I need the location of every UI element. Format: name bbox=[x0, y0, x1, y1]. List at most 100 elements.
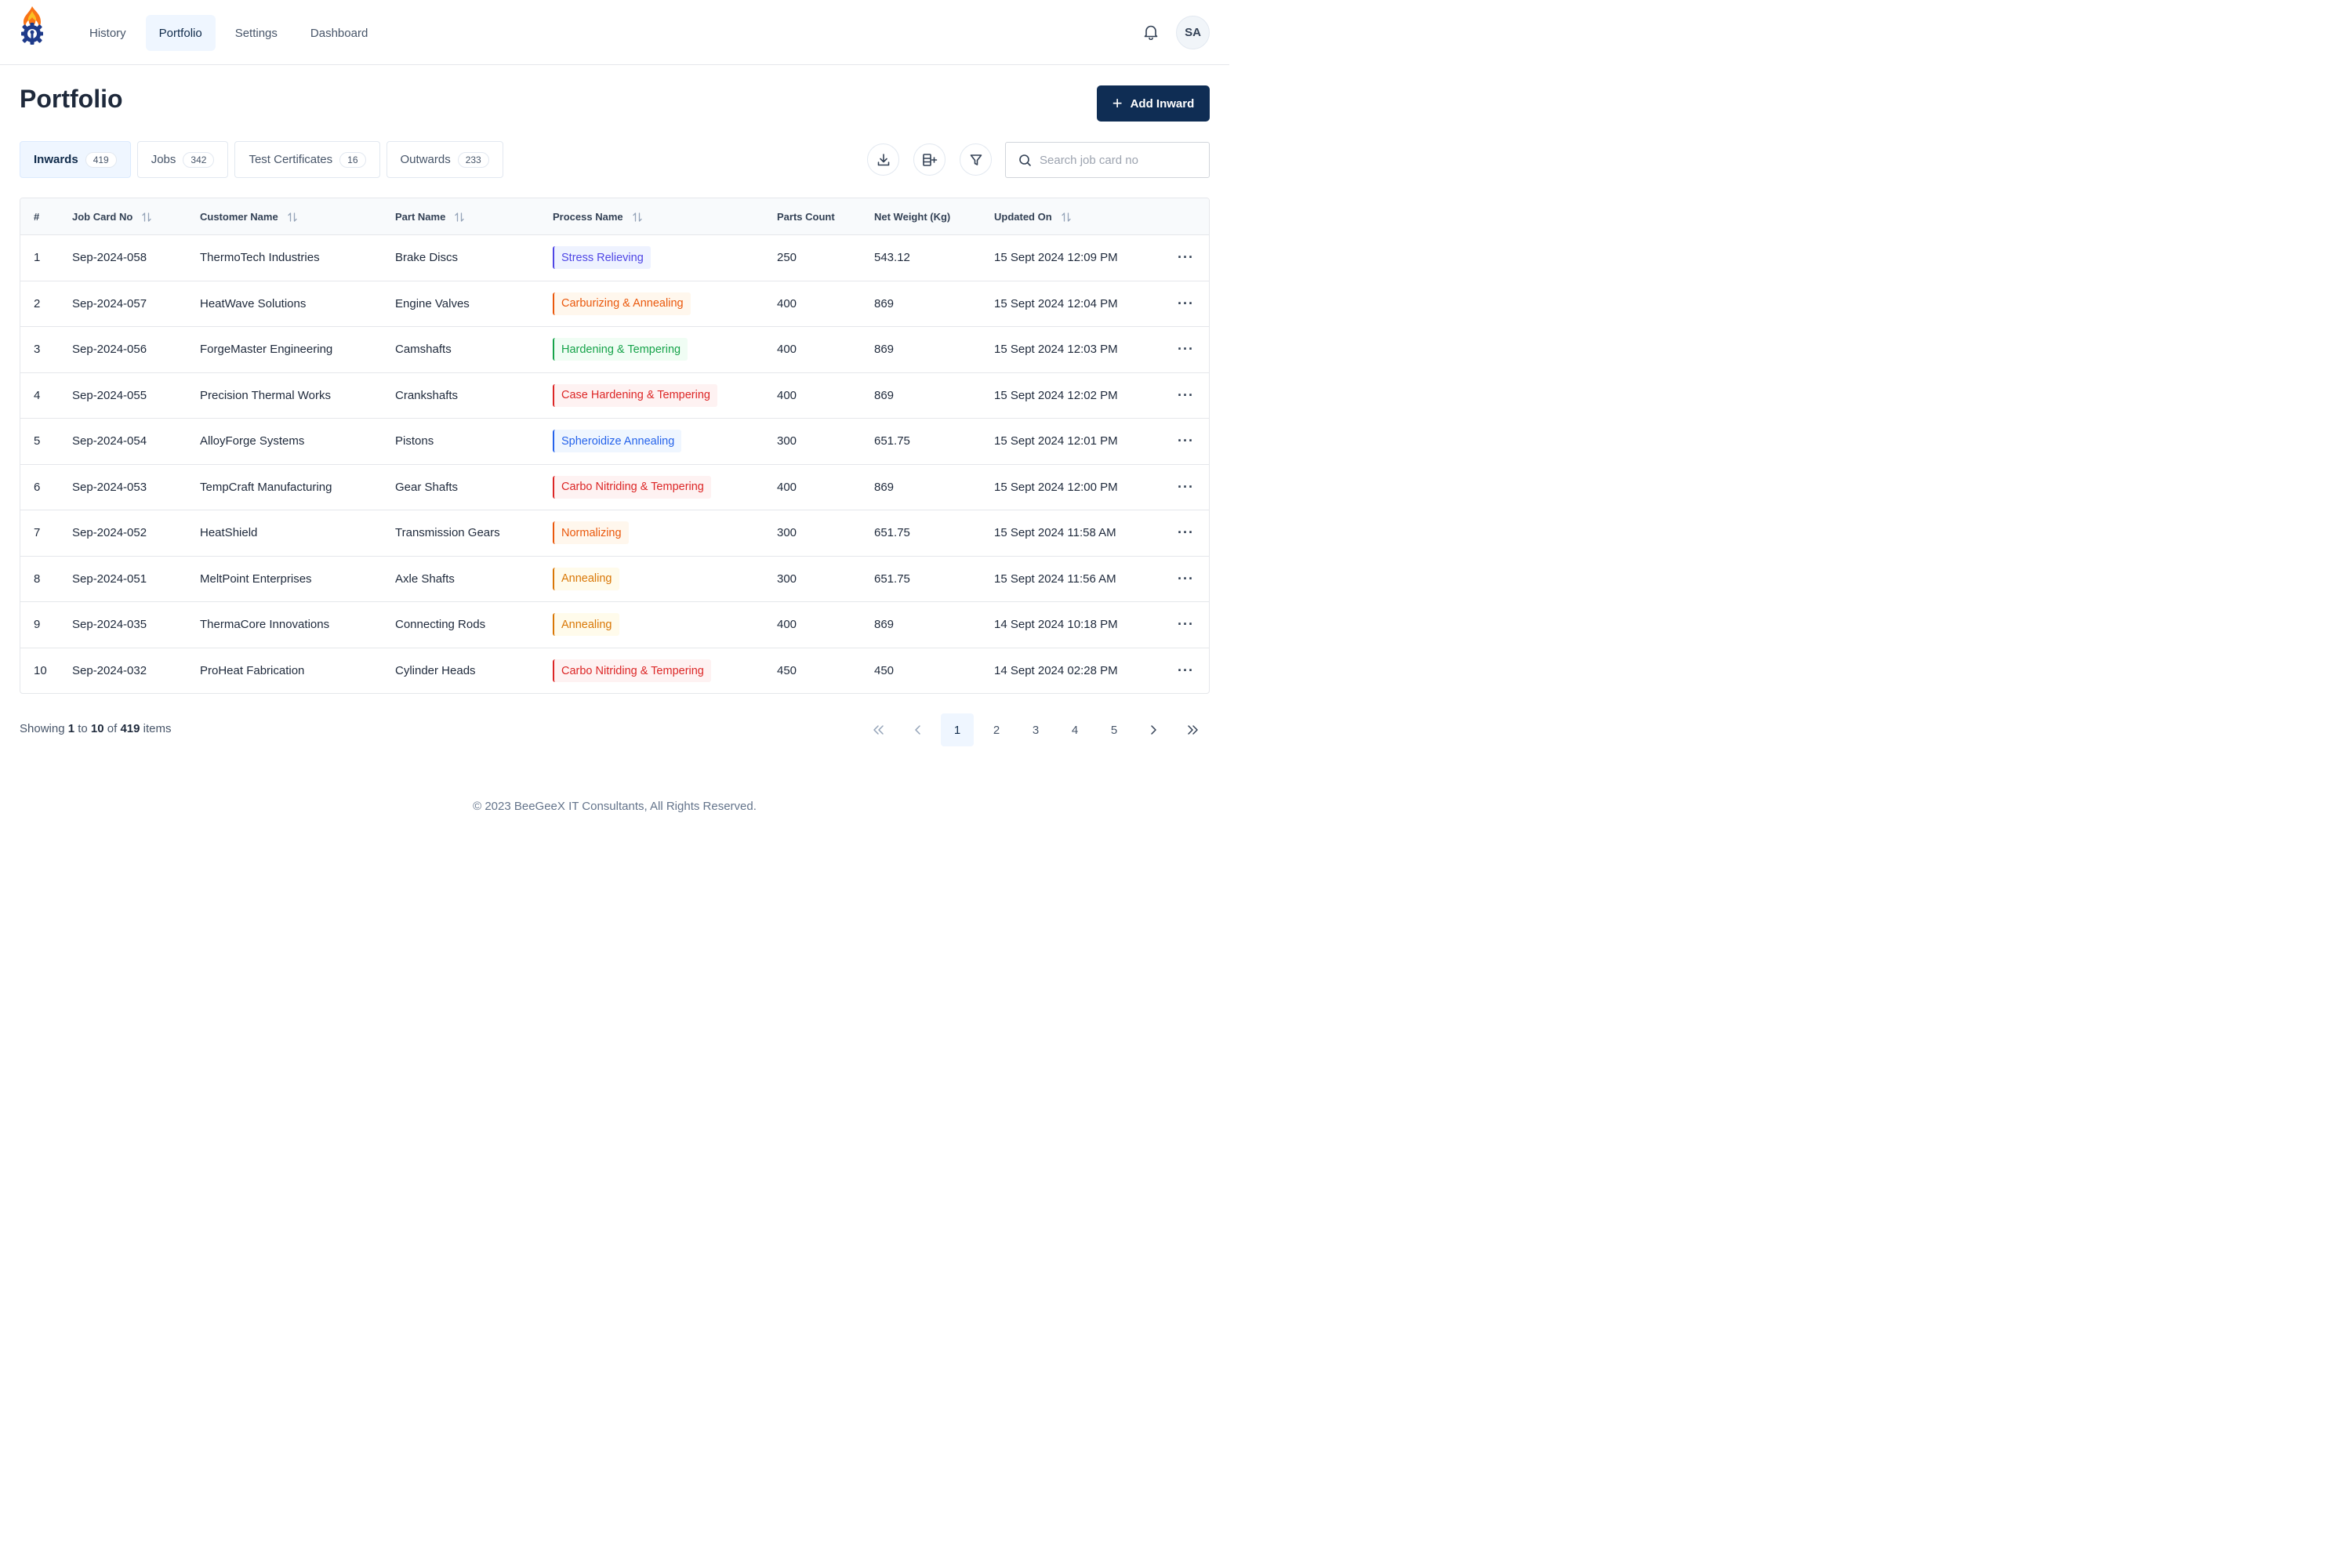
cell-updated-on: 14 Sept 2024 02:28 PM bbox=[994, 664, 1118, 678]
table-row[interactable]: 10 Sep-2024-032 ProHeat Fabrication Cylinde… bbox=[20, 648, 1209, 694]
row-more-actions-icon[interactable]: ··· bbox=[1178, 387, 1194, 403]
sort-icon[interactable] bbox=[142, 212, 151, 223]
nav-item-settings[interactable]: Settings bbox=[234, 26, 278, 40]
row-more-actions-icon[interactable]: ··· bbox=[1178, 249, 1194, 266]
table-row[interactable]: 9 Sep-2024-035 ThermaCore Innovations Conne… bbox=[20, 602, 1209, 648]
previous-page-button[interactable] bbox=[902, 713, 935, 746]
nav-item-dashboard[interactable]: Dashboard bbox=[310, 26, 368, 40]
table-row[interactable]: 6 Sep-2024-053 TempCraft Manufacturing Gear… bbox=[20, 465, 1209, 510]
user-avatar[interactable]: SA bbox=[1176, 16, 1210, 49]
page-button-2[interactable]: 2 bbox=[993, 723, 1000, 737]
pagination-summary: Showing 1 to 10 of 419 items bbox=[20, 722, 172, 735]
row-more-actions-icon[interactable]: ··· bbox=[1178, 616, 1194, 633]
process-badge: Carburizing & Annealing bbox=[553, 292, 691, 315]
process-badge: Stress Relieving bbox=[553, 246, 651, 270]
items-word: items bbox=[143, 722, 172, 735]
table-row[interactable]: 4 Sep-2024-055 Precision Thermal Works Cran… bbox=[20, 373, 1209, 419]
cell-updated-on: 15 Sept 2024 12:01 PM bbox=[994, 434, 1118, 448]
sort-icon[interactable] bbox=[288, 212, 297, 223]
table-row[interactable]: 8 Sep-2024-051 MeltPoint Enterprises Axle S… bbox=[20, 557, 1209, 602]
sort-icon[interactable] bbox=[1062, 212, 1071, 223]
row-more-actions-icon[interactable]: ··· bbox=[1178, 524, 1194, 541]
row-more-actions-icon[interactable]: ··· bbox=[1178, 295, 1194, 311]
cell-index: 6 bbox=[34, 480, 41, 494]
row-more-actions-icon[interactable]: ··· bbox=[1178, 570, 1194, 586]
cell-parts-count: 400 bbox=[777, 618, 797, 632]
column-header-updated-on[interactable]: Updated On bbox=[994, 198, 1071, 235]
tab-test-certificates[interactable]: Test Certificates 16 bbox=[234, 141, 380, 178]
app-logo[interactable] bbox=[17, 5, 47, 45]
showing-prefix: Showing bbox=[20, 722, 65, 735]
table-row[interactable]: 7 Sep-2024-052 HeatShield Transmission Gear… bbox=[20, 510, 1209, 557]
page-button-4[interactable]: 4 bbox=[1071, 723, 1079, 737]
cell-customer-name: ProHeat Fabrication bbox=[200, 664, 305, 678]
process-badge: Hardening & Tempering bbox=[553, 338, 688, 361]
inwards-table: # Job Card No Customer Name Part Name Pr… bbox=[20, 198, 1210, 694]
row-more-actions-icon[interactable]: ··· bbox=[1178, 478, 1194, 495]
tab-outwards[interactable]: Outwards 233 bbox=[386, 141, 503, 178]
table-row[interactable]: 3 Sep-2024-056 ForgeMaster Engineering Cams… bbox=[20, 327, 1209, 373]
table-row[interactable]: 5 Sep-2024-054 AlloyForge Systems Pistons Sp… bbox=[20, 419, 1209, 465]
cell-index: 9 bbox=[34, 618, 41, 632]
cell-process-name: Stress Relieving bbox=[553, 235, 651, 281]
cell-customer-name: HeatWave Solutions bbox=[200, 296, 307, 310]
tab-jobs[interactable]: Jobs 342 bbox=[136, 141, 229, 178]
process-badge: Annealing bbox=[553, 613, 619, 637]
cell-net-weight: 450 bbox=[874, 664, 895, 678]
add-column-button[interactable] bbox=[913, 143, 946, 176]
total-items: 419 bbox=[120, 722, 140, 735]
cell-parts-count: 250 bbox=[777, 251, 797, 265]
table-row[interactable]: 2 Sep-2024-057 HeatWave Solutions Engine Va… bbox=[20, 281, 1209, 327]
column-label: Part Name bbox=[395, 211, 446, 223]
cell-part-name: Cylinder Heads bbox=[395, 664, 476, 678]
cell-index: 1 bbox=[34, 251, 41, 265]
column-label: Net Weight (Kg) bbox=[874, 211, 951, 223]
column-label: Job Card No bbox=[72, 211, 133, 223]
row-more-actions-icon[interactable]: ··· bbox=[1178, 433, 1194, 449]
column-header-job-card-no[interactable]: Job Card No bbox=[72, 198, 151, 235]
row-more-actions-icon[interactable]: ··· bbox=[1178, 662, 1194, 679]
column-header-part-name[interactable]: Part Name bbox=[395, 198, 464, 235]
cell-parts-count: 400 bbox=[777, 388, 797, 402]
download-button[interactable] bbox=[867, 143, 899, 176]
sort-icon[interactable] bbox=[455, 212, 464, 223]
cell-index: 8 bbox=[34, 572, 41, 586]
column-header-process-name[interactable]: Process Name bbox=[553, 198, 642, 235]
filter-button[interactable] bbox=[960, 143, 992, 176]
table-row[interactable]: 1 Sep-2024-058 ThermoTech Industries Brake … bbox=[20, 235, 1209, 281]
add-inward-label: Add Inward bbox=[1130, 96, 1195, 111]
column-header-parts-count: Parts Count bbox=[777, 198, 835, 235]
search-input[interactable] bbox=[1040, 153, 1196, 167]
column-header-net-weight: Net Weight (Kg) bbox=[874, 198, 950, 235]
filter-icon bbox=[970, 154, 982, 165]
process-badge: Normalizing bbox=[553, 521, 629, 545]
cell-net-weight: 651.75 bbox=[874, 526, 910, 540]
last-page-button[interactable] bbox=[1176, 713, 1209, 746]
tab-inwards[interactable]: Inwards 419 bbox=[20, 141, 131, 178]
column-header-customer-name[interactable]: Customer Name bbox=[200, 198, 297, 235]
sort-icon[interactable] bbox=[632, 212, 642, 223]
of-word: of bbox=[107, 722, 118, 735]
add-column-icon bbox=[922, 153, 937, 166]
cell-job-card-no: Sep-2024-051 bbox=[72, 572, 147, 586]
cell-part-name: Transmission Gears bbox=[395, 526, 500, 540]
process-badge: Case Hardening & Tempering bbox=[553, 383, 717, 407]
copyright-text: © 2023 BeeGeeX IT Consultants, All Right… bbox=[473, 800, 757, 813]
first-page-button[interactable] bbox=[862, 713, 895, 746]
next-page-button[interactable] bbox=[1137, 713, 1170, 746]
cell-part-name: Crankshafts bbox=[395, 388, 459, 402]
cell-part-name: Gear Shafts bbox=[395, 480, 459, 494]
page-button-5[interactable]: 5 bbox=[1110, 723, 1118, 737]
notification-bell-icon[interactable] bbox=[1141, 22, 1161, 42]
row-more-actions-icon[interactable]: ··· bbox=[1178, 341, 1194, 358]
nav-item-portfolio[interactable]: Portfolio bbox=[145, 15, 216, 51]
tab-label: Inwards bbox=[34, 153, 78, 166]
process-badge: Annealing bbox=[553, 567, 619, 590]
cell-job-card-no: Sep-2024-053 bbox=[72, 480, 147, 494]
add-inward-button[interactable]: + Add Inward bbox=[1097, 85, 1210, 122]
column-label: Process Name bbox=[553, 211, 623, 223]
cell-customer-name: TempCraft Manufacturing bbox=[200, 480, 332, 494]
nav-item-history[interactable]: History bbox=[89, 26, 126, 40]
page-button-1[interactable]: 1 bbox=[941, 713, 974, 746]
page-button-3[interactable]: 3 bbox=[1032, 723, 1040, 737]
